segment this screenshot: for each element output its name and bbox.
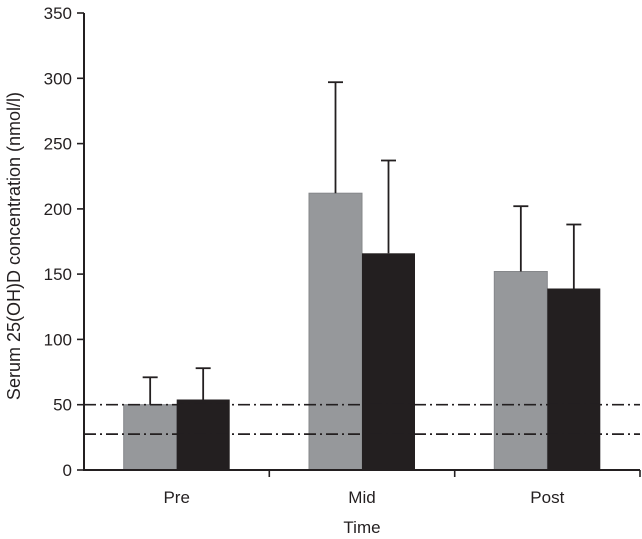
- y-tick-label-350: 350: [44, 4, 72, 23]
- y-tick-label-0: 0: [63, 461, 72, 480]
- y-tick-label-200: 200: [44, 200, 72, 219]
- bar-post-gray-group: [493, 271, 548, 471]
- y-tick-label-100: 100: [44, 330, 72, 349]
- bar-post-black-group: [547, 288, 601, 470]
- y-tick-label-150: 150: [44, 265, 72, 284]
- x-category-label-mid: Mid: [348, 488, 375, 507]
- bar-mid-black-group: [362, 253, 415, 470]
- x-category-label-post: Post: [530, 488, 564, 507]
- bar-mid-gray-group: [308, 192, 363, 471]
- y-tick-label-50: 50: [53, 396, 72, 415]
- x-category-label-pre: Pre: [163, 488, 189, 507]
- x-axis-title: Time: [343, 518, 381, 537]
- y-axis-title: Serum 25(OH)D concentration (nmol/l): [4, 91, 24, 401]
- y-tick-label-250: 250: [44, 135, 72, 154]
- bar-pre-gray-group: [123, 404, 178, 471]
- y-tick-label-300: 300: [44, 69, 72, 88]
